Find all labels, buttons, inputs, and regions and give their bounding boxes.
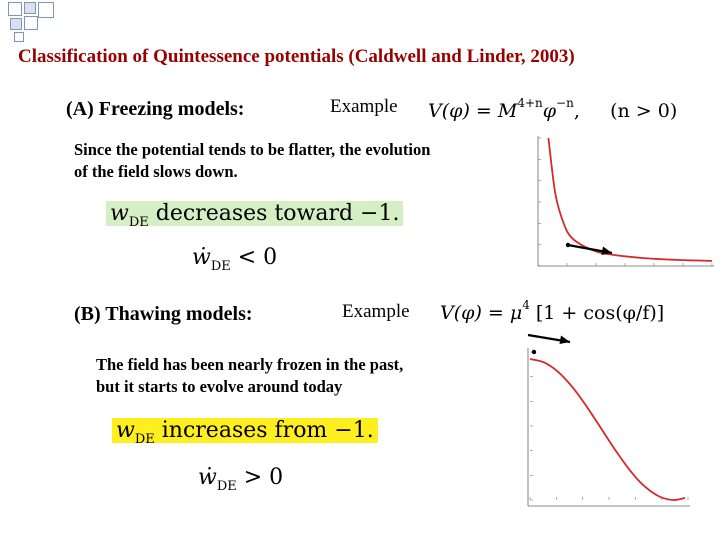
potential-lhs: V(φ) = μ: [440, 302, 523, 324]
w-symbol: w: [110, 201, 129, 226]
potential-exponent2: −n: [556, 96, 574, 110]
freezing-heading: (A) Freezing models:: [66, 98, 245, 120]
potential-condition: , (n > 0): [573, 100, 678, 122]
thawing-description-line1: The field has been nearly frozen in the …: [96, 355, 404, 374]
deco-square: [8, 2, 22, 16]
potential-bracket: [1 + cos(φ/f)]: [529, 302, 665, 324]
deco-square: [10, 18, 22, 30]
slide-title: Classification of Quintessence potential…: [18, 46, 575, 67]
potential-curve: [547, 137, 713, 262]
de-subscript: DE: [210, 259, 231, 274]
thawing-highlight: wDE increases from −1.: [112, 418, 378, 447]
highlight-text: increases from −1.: [154, 418, 374, 443]
potential-lhs: V(φ) = M: [428, 100, 518, 122]
rate-relation: > 0: [236, 465, 284, 490]
wdot-symbol: ẇ: [198, 465, 217, 490]
field-marker-dot: [531, 349, 537, 355]
axis-ticks: [529, 351, 689, 501]
yellow-highlight-box: wDE increases from −1.: [112, 418, 378, 447]
thawing-example-label: Example: [342, 301, 410, 322]
highlight-text: decreases toward −1.: [148, 201, 400, 226]
rate-relation: < 0: [230, 245, 278, 270]
freezing-example-label: Example: [330, 96, 398, 117]
freezing-rate: ẇDE < 0: [192, 245, 278, 274]
de-subscript: DE: [134, 432, 155, 447]
deco-square: [38, 2, 54, 18]
deco-square: [24, 16, 38, 30]
deco-square: [24, 2, 36, 14]
field-arrow: [565, 242, 613, 255]
freezing-potential: V(φ) = M4+nφ−n, (n > 0): [428, 96, 678, 122]
thawing-potential-plot: [527, 333, 690, 507]
field-arrow: [527, 333, 571, 355]
potential-exponent: 4: [522, 298, 530, 312]
potential-field: φ: [542, 100, 557, 122]
arrow-head: [559, 335, 570, 344]
thawing-description-line2: but it starts to evolve around today: [96, 377, 343, 396]
thawing-description: The field has been nearly frozen in the …: [96, 354, 403, 398]
deco-square: [14, 32, 24, 42]
thawing-potential: V(φ) = μ4 [1 + cos(φ/f)]: [440, 298, 665, 324]
freezing-potential-plot: [537, 136, 714, 267]
de-subscript: DE: [128, 215, 149, 230]
arrow-head: [601, 246, 612, 255]
freezing-description-line2: of the field slows down.: [74, 162, 238, 181]
wdot-symbol: ẇ: [192, 245, 211, 270]
potential-exponent: 4+n: [517, 96, 543, 110]
freezing-description: Since the potential tends to be flatter,…: [74, 139, 430, 183]
w-symbol: w: [116, 418, 135, 443]
de-subscript: DE: [216, 479, 237, 494]
potential-curve: [529, 358, 686, 501]
freezing-description-line1: Since the potential tends to be flatter,…: [74, 140, 431, 159]
thawing-rate: ẇDE > 0: [198, 465, 284, 494]
axis-ticks: [537, 137, 713, 267]
thawing-heading: (B) Thawing models:: [74, 303, 253, 325]
green-highlight-box: wDE decreases toward −1.: [106, 201, 404, 230]
freezing-highlight: wDE decreases toward −1.: [106, 201, 404, 230]
